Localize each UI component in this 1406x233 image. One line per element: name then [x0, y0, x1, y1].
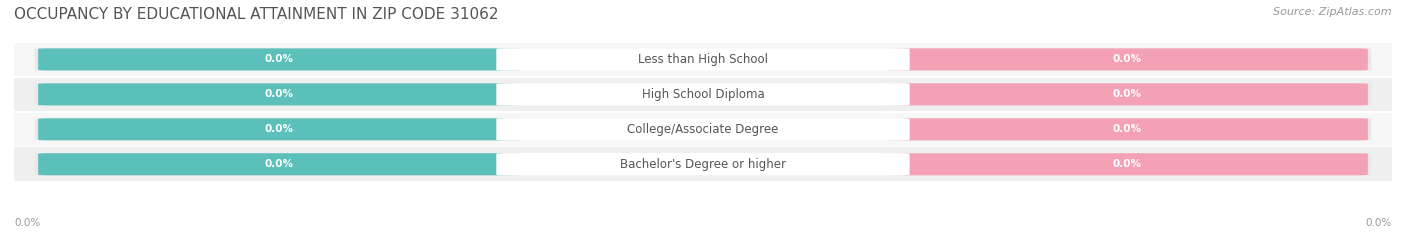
Text: 0.0%: 0.0% — [14, 218, 41, 228]
FancyBboxPatch shape — [38, 153, 520, 175]
Text: Bachelor's Degree or higher: Bachelor's Degree or higher — [620, 158, 786, 171]
Text: 0.0%: 0.0% — [264, 89, 294, 99]
Text: 0.0%: 0.0% — [1365, 218, 1392, 228]
Bar — [14, 78, 1392, 111]
FancyBboxPatch shape — [496, 118, 910, 140]
FancyBboxPatch shape — [38, 48, 520, 70]
Text: 0.0%: 0.0% — [264, 55, 294, 64]
Text: OCCUPANCY BY EDUCATIONAL ATTAINMENT IN ZIP CODE 31062: OCCUPANCY BY EDUCATIONAL ATTAINMENT IN Z… — [14, 7, 499, 22]
FancyBboxPatch shape — [35, 118, 1371, 140]
Text: 0.0%: 0.0% — [264, 159, 294, 169]
Text: High School Diploma: High School Diploma — [641, 88, 765, 101]
FancyBboxPatch shape — [886, 48, 1368, 70]
FancyBboxPatch shape — [35, 83, 1371, 106]
Text: College/Associate Degree: College/Associate Degree — [627, 123, 779, 136]
FancyBboxPatch shape — [35, 48, 1371, 71]
FancyBboxPatch shape — [886, 83, 1368, 105]
FancyBboxPatch shape — [886, 153, 1368, 175]
Text: 0.0%: 0.0% — [1112, 89, 1142, 99]
FancyBboxPatch shape — [38, 83, 520, 105]
FancyBboxPatch shape — [886, 118, 1368, 140]
FancyBboxPatch shape — [496, 48, 910, 71]
FancyBboxPatch shape — [496, 153, 910, 175]
Text: Source: ZipAtlas.com: Source: ZipAtlas.com — [1274, 7, 1392, 17]
Bar — [14, 43, 1392, 76]
FancyBboxPatch shape — [35, 153, 1371, 175]
FancyBboxPatch shape — [496, 83, 910, 106]
Text: 0.0%: 0.0% — [1112, 124, 1142, 134]
Bar — [14, 113, 1392, 146]
Text: 0.0%: 0.0% — [1112, 55, 1142, 64]
FancyBboxPatch shape — [38, 118, 520, 140]
Text: 0.0%: 0.0% — [1112, 159, 1142, 169]
Text: 0.0%: 0.0% — [264, 124, 294, 134]
Text: Less than High School: Less than High School — [638, 53, 768, 66]
Bar — [14, 147, 1392, 181]
